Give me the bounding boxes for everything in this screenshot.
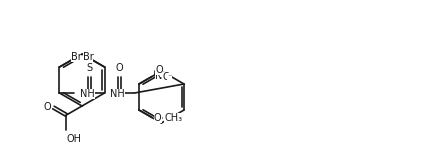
Text: Br: Br	[71, 52, 81, 62]
Text: O: O	[44, 101, 51, 111]
Text: S: S	[87, 63, 92, 73]
Text: O: O	[156, 65, 163, 75]
Text: ⁻: ⁻	[168, 73, 172, 81]
Text: NH: NH	[110, 89, 125, 99]
Text: O: O	[116, 63, 123, 73]
Text: N: N	[156, 71, 163, 81]
Text: +: +	[160, 71, 166, 77]
Text: OH: OH	[67, 134, 82, 144]
Text: CH₃: CH₃	[164, 113, 183, 123]
Text: O: O	[154, 113, 162, 123]
Text: Br: Br	[83, 52, 93, 62]
Text: O: O	[163, 72, 171, 82]
Text: NH: NH	[80, 89, 95, 99]
